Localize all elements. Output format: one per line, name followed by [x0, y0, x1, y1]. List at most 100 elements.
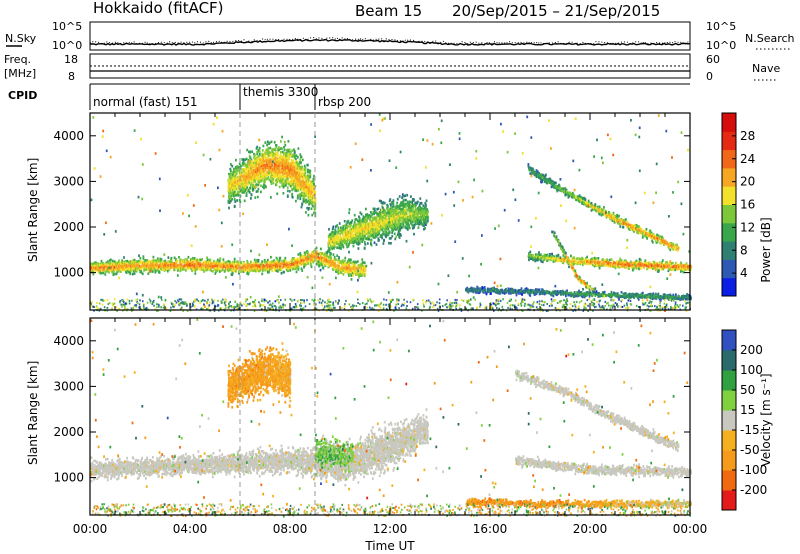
echo-cell [348, 261, 350, 264]
echo-cell [321, 252, 324, 255]
echo-cell [203, 266, 205, 270]
echo-cell [270, 196, 272, 199]
echo-cell [254, 196, 257, 199]
echo-cell [270, 267, 273, 270]
echo-cell [288, 267, 291, 271]
echo-cell [229, 195, 232, 199]
echo-cell [267, 264, 270, 267]
echo-cell [110, 269, 113, 272]
echo-cell [236, 261, 239, 265]
echo-cell [341, 262, 344, 266]
echo-cell [293, 151, 296, 154]
echo-cell [107, 261, 110, 265]
echo-cell [336, 246, 339, 250]
echo-cell [101, 263, 104, 267]
echo-cell [275, 262, 278, 265]
echo-cell [334, 228, 337, 231]
echo-cell [342, 273, 345, 276]
echo-cell [328, 228, 330, 231]
echo-cell [300, 267, 303, 270]
echo-cell [255, 265, 257, 269]
echo-cell [238, 168, 240, 172]
echo-cell [281, 147, 284, 151]
echo-cell [295, 199, 297, 203]
echo-cell [143, 264, 145, 268]
echo-cell [121, 261, 124, 265]
echo-cell [250, 177, 253, 180]
echo-cell [99, 266, 102, 269]
echo-cell [222, 261, 225, 264]
echo-cell [324, 252, 327, 256]
echo-cell [211, 265, 214, 269]
echo-cell [233, 257, 236, 261]
echo-cell [249, 175, 252, 179]
echo-cell [335, 276, 337, 280]
echo-cell [299, 158, 302, 161]
echo-cell [360, 212, 363, 216]
echo-cell [193, 259, 196, 263]
echo-cell [298, 262, 301, 266]
echo-cell [247, 272, 250, 276]
echo-cell [352, 267, 355, 270]
echo-cell [241, 158, 244, 161]
echo-cell [352, 244, 355, 248]
echo-cell [296, 196, 299, 200]
echo-cell [378, 238, 380, 242]
echo-cell [176, 274, 179, 277]
echo-cell [311, 252, 314, 256]
echo-cell [167, 256, 170, 259]
echo-cell [141, 272, 144, 276]
echo-cell [240, 164, 242, 168]
echo-cell [109, 264, 112, 268]
echo-cell [186, 266, 189, 270]
echo-cell [214, 272, 217, 275]
echo-cell [246, 186, 249, 189]
echo-cell [277, 266, 280, 270]
echo-cell [100, 262, 102, 266]
echo-cell [337, 262, 340, 265]
echo-cell [368, 238, 370, 241]
echo-cell [115, 272, 118, 276]
echo-cell [346, 261, 349, 265]
echo-cell [91, 269, 94, 272]
echo-cell [218, 259, 221, 263]
echo-cell [358, 217, 361, 220]
echo-cell [271, 269, 274, 273]
echo-cell [99, 269, 102, 273]
echo-cell [312, 257, 315, 261]
echo-cell [370, 243, 373, 247]
echo-cell [332, 225, 335, 229]
echo-cell [303, 266, 305, 269]
echo-cell [232, 265, 235, 268]
echo-cell [156, 257, 159, 260]
echo-cell [215, 269, 217, 273]
echo-cell [265, 260, 268, 264]
echo-cell [94, 269, 97, 272]
echo-cell [133, 264, 135, 267]
echo-cell [246, 163, 249, 167]
echo-cell [310, 265, 313, 269]
echo-cell [298, 261, 301, 264]
echo-cell [328, 255, 330, 259]
echo-cell [230, 191, 233, 195]
echo-cell [241, 164, 244, 167]
echo-cell [336, 264, 339, 267]
echo-cell [183, 268, 185, 271]
echo-cell [242, 270, 245, 273]
echo-cell [285, 184, 287, 187]
echo-cell [196, 258, 198, 262]
echo-cell [228, 196, 230, 199]
echo-cell [125, 271, 128, 274]
echo-cell [256, 195, 259, 199]
echo-cell [266, 258, 269, 262]
echo-cell [300, 254, 302, 257]
echo-cell [201, 258, 203, 261]
echo-cell [151, 270, 154, 273]
echo-cell [259, 269, 262, 272]
echo-cell [290, 258, 293, 262]
echo-cell [283, 270, 285, 274]
echo-cell [186, 261, 189, 265]
echo-cell [111, 264, 114, 268]
echo-cell [203, 270, 205, 273]
echo-cell [325, 263, 327, 266]
